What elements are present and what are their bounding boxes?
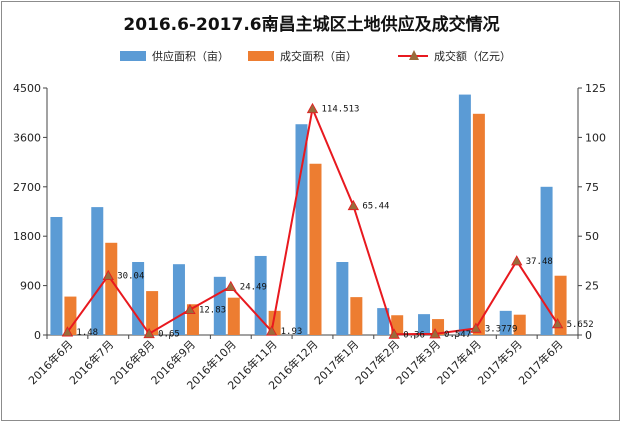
bar-supply [458, 94, 471, 335]
legend-label-deal-amount: 成交额（亿元） [434, 50, 511, 63]
bar-supply [540, 186, 553, 335]
data-label-deal-amount: 0.547 [444, 330, 471, 340]
data-label-deal-amount: 24.49 [240, 283, 267, 293]
chart-legend: 供应面积（亩） 成交面积（亩） 成交额（亿元） [0, 48, 623, 66]
data-label-deal-amount: 0.36 [403, 330, 425, 340]
y-left-tick-label: 1800 [13, 230, 41, 243]
data-label-deal-amount: 1.48 [76, 328, 98, 338]
line-marker [102, 269, 114, 281]
legend-swatch-supply [120, 51, 146, 61]
line-marker [184, 303, 196, 315]
y-right-tick-label: 25 [585, 280, 599, 293]
line-marker [470, 322, 482, 333]
y-left-tick-label: 900 [20, 280, 41, 293]
legend-label-supply: 供应面积（亩） [152, 50, 229, 63]
bar-supply [418, 314, 431, 335]
data-label-deal-amount: 3.3779 [485, 324, 518, 334]
bar-supply [336, 261, 349, 335]
line-marker [265, 325, 278, 336]
bar-deal-area [105, 242, 118, 335]
y-left-tick-label: 0 [34, 329, 41, 342]
y-right-tick-label: 75 [585, 181, 599, 194]
y-left-tick-label: 3600 [13, 131, 41, 144]
line-marker [347, 199, 360, 211]
line-marker [429, 328, 441, 339]
legend-swatch-deal-area [248, 51, 274, 61]
bar-supply [50, 216, 63, 335]
data-label-deal-amount: 5.652 [567, 320, 594, 330]
y-right-tick-label: 125 [585, 82, 606, 95]
data-label-deal-amount: 114.513 [322, 105, 360, 115]
bar-supply [132, 261, 145, 335]
bar-supply [91, 207, 104, 335]
bar-deal-area [227, 297, 240, 335]
y-left-tick-label: 4500 [13, 82, 41, 95]
bar-supply [295, 124, 308, 335]
line-marker [388, 328, 400, 339]
y-right-tick-label: 50 [585, 230, 599, 243]
line-marker [225, 280, 237, 292]
bar-deal-area [309, 163, 322, 335]
legend-label-deal-area: 成交面积（亩） [280, 50, 357, 63]
data-label-deal-amount: 37.48 [526, 257, 553, 267]
bar-deal-area [146, 291, 159, 335]
data-label-deal-amount: 1.93 [281, 327, 303, 337]
line-marker [511, 255, 523, 266]
legend-item-supply: 供应面积（亩） [120, 48, 229, 64]
y-left-tick-label: 2700 [13, 181, 41, 194]
x-tick-label: 2017年6月 [515, 337, 565, 387]
legend-swatch-deal-amount [398, 50, 428, 62]
data-label-deal-amount: 65.44 [362, 202, 389, 212]
bar-deal-area [513, 314, 526, 335]
legend-item-deal-amount: 成交额（亿元） [398, 48, 511, 64]
y-right-tick-label: 100 [585, 131, 606, 144]
line-marker [306, 102, 319, 114]
line-marker [143, 327, 155, 339]
y-right-tick-label: 0 [585, 329, 592, 342]
bar-supply [172, 264, 185, 335]
legend-item-deal-area: 成交面积（亩） [248, 48, 357, 64]
bar-supply [499, 310, 512, 335]
data-label-deal-amount: 0.65 [158, 330, 180, 340]
bar-supply [377, 308, 390, 335]
bar-deal-area [472, 113, 485, 335]
bar-deal-area [350, 297, 363, 335]
data-label-deal-amount: 30.04 [117, 272, 144, 282]
line-marker [61, 326, 74, 337]
chart-title: 2016.6-2017.6南昌主城区土地供应及成交情况 [123, 15, 500, 35]
data-label-deal-amount: 12.83 [199, 306, 226, 316]
line-marker [551, 318, 564, 329]
